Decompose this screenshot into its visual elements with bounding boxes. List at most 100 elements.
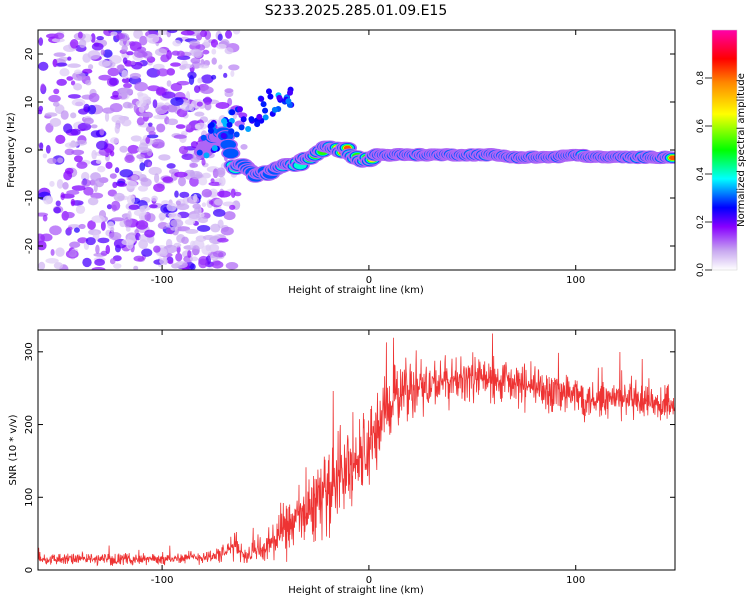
ridge-cell [220,139,237,150]
noise-blob [180,63,193,69]
noise-blob [71,185,86,191]
noise-blob [66,189,80,195]
noise-blob [153,114,167,120]
noise-blob [73,83,83,91]
noise-blob [146,67,161,78]
noise-blob [225,262,239,270]
noise-blob [124,154,135,163]
noise-blob [194,122,207,130]
ridge-cell [222,148,239,159]
noise-blob [160,54,170,63]
snr-panel: -100 0 100 0 100 200 300 Height of straight l… [8,329,676,596]
noise-blob [60,110,69,120]
noise-blob [190,141,199,149]
ridge-cell [211,145,218,152]
ridge-cell [248,116,255,123]
noise-blob [151,195,158,202]
noise-blob [208,181,222,187]
ridge-cell [196,149,203,156]
noise-blob [167,30,178,34]
noise-blob [144,229,155,238]
noise-blob [214,198,224,206]
noise-blob [82,257,92,268]
noise-blob [109,137,120,144]
noise-blob [167,259,174,265]
noise-blob [184,218,196,226]
noise-blob [139,205,145,213]
noise-blob [173,134,187,139]
noise-blob [141,248,153,257]
spectrogram-noise-blobs [38,30,248,270]
noise-blob [193,193,198,203]
noise-blob [152,141,165,149]
noise-blob [53,262,64,270]
noise-blob [189,162,199,168]
noise-blob [112,181,118,189]
ridge-cell [203,152,210,159]
noise-blob [38,261,46,270]
noise-blob [131,174,139,181]
colorbar-ticks: 0.0 0.2 0.4 0.6 0.8 [696,71,712,277]
noise-blob [128,204,140,210]
noise-blob [90,124,98,129]
noise-blob [122,101,132,109]
noise-blob [74,69,83,75]
noise-blob [95,244,100,255]
noise-blob [70,38,79,49]
colorbar-tick-label: 0.2 [696,215,706,229]
ridge-cell [254,121,261,128]
noise-blob [52,101,60,107]
noise-blob [158,154,171,161]
snr-y-tick-label: 300 [24,342,35,361]
noise-blob [94,177,105,188]
noise-blob [70,198,76,207]
noise-blob [172,39,182,47]
noise-blob [198,177,208,186]
noise-blob [56,62,68,67]
noise-blob [140,177,149,183]
noise-blob [67,56,72,61]
noise-blob [55,134,66,144]
noise-blob [166,118,179,126]
noise-blob [136,117,145,126]
noise-blob [185,229,199,234]
colorbar: 0.0 0.2 0.4 0.6 0.8 Normalized spectral ampl… [696,29,747,277]
noise-blob [63,211,75,219]
noise-blob [218,176,226,187]
noise-blob [166,68,176,76]
noise-blob [193,49,203,59]
noise-blob [102,107,115,114]
noise-blob [64,167,74,175]
noise-blob [91,267,106,270]
noise-blob [161,91,176,99]
noise-blob [111,217,125,222]
noise-blob [201,74,214,84]
noise-blob [156,123,166,133]
noise-blob [98,74,112,81]
noise-blob [153,183,165,192]
noise-blob [62,181,69,190]
noise-blob [149,204,158,209]
ridge-cell [226,121,233,128]
noise-blob [114,167,120,174]
noise-blob [71,98,86,107]
noise-blob [166,202,177,212]
noise-blob [201,202,207,207]
snr-y-tick-label: 0 [24,567,35,573]
noise-blob [52,58,58,68]
noise-blob [99,128,105,136]
ridge-cell [220,132,227,139]
spectrogram-y-tick-label: 10 [24,96,35,109]
noise-blob [148,122,153,127]
noise-blob [92,230,100,241]
noise-blob [202,49,210,55]
noise-blob [197,77,203,84]
noise-blob [188,74,195,85]
noise-blob [147,85,161,92]
snr-series-line [38,333,675,567]
ridge-cell [240,116,247,123]
noise-blob [53,88,60,95]
noise-blob [190,57,201,64]
noise-blob [157,221,169,230]
